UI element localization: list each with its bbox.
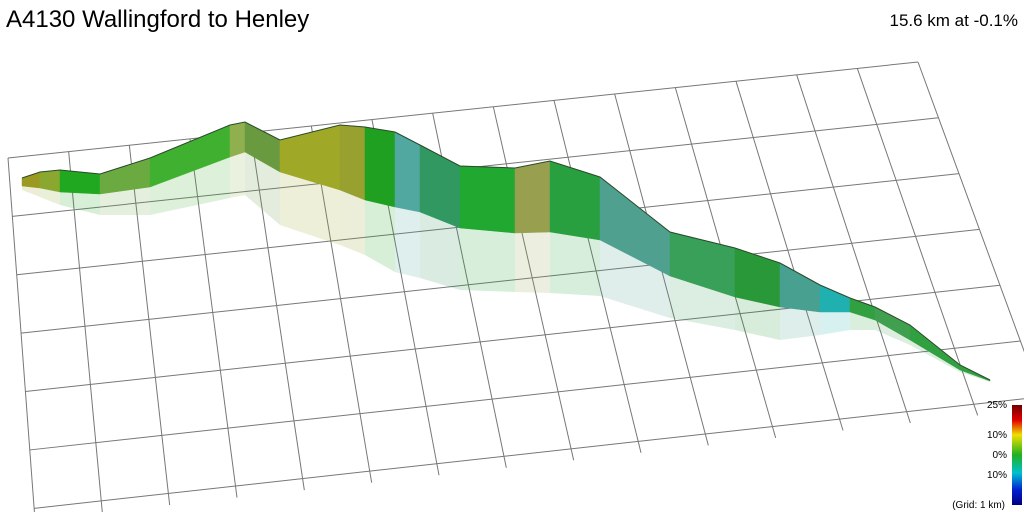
title: A4130 Wallingford to Henley [6, 6, 309, 33]
shadow-segment [780, 307, 820, 340]
grid-line [7, 157, 35, 512]
shadow-segment [40, 188, 60, 205]
shadow-segment [600, 240, 670, 318]
shadow-segment [820, 312, 850, 335]
ribbon-segment [339, 124, 366, 201]
ribbon-segment [394, 131, 421, 213]
shadow-segment [395, 207, 420, 278]
grid-line [553, 100, 642, 453]
ribbon-segment [229, 121, 246, 158]
grid-line [796, 74, 911, 424]
grid-line [21, 228, 980, 334]
gradient-scale [1012, 405, 1022, 505]
ribbon-segment [734, 247, 781, 308]
grid-line [189, 138, 238, 498]
shadow-segment [420, 212, 460, 290]
shadow-segment [280, 172, 340, 245]
shadow-segment [22, 186, 40, 197]
ribbon-edge [21, 121, 991, 381]
scale-label: 25% [987, 400, 1007, 411]
grid-line [492, 106, 575, 461]
route-ribbon [21, 121, 991, 382]
scale-label: 0% [993, 450, 1008, 461]
shadow-segment [230, 152, 245, 198]
summary: 15.6 km at -0.1% [889, 11, 1018, 30]
shadow-segment [460, 228, 515, 292]
grid-line [7, 61, 919, 159]
shadow-segment [340, 190, 365, 255]
shadow-segment [100, 187, 150, 215]
shadow-segment [150, 157, 230, 215]
shadow-segment [735, 297, 780, 340]
shadow-segment [515, 232, 550, 293]
ribbon-segment [21, 171, 41, 189]
grid-line [250, 132, 305, 491]
grid-line [68, 151, 103, 512]
grid-note: (Grid: 1 km) [952, 500, 1005, 511]
grid-line [128, 145, 171, 506]
route-shadow [22, 152, 990, 382]
ribbon-segment [514, 160, 551, 234]
grid-line [29, 340, 1021, 451]
ribbon-segment [459, 165, 516, 234]
shadow-segment [875, 320, 910, 345]
shadow-segment [365, 200, 395, 272]
grid-line [310, 125, 373, 483]
ribbon-segment [549, 160, 601, 241]
shadow-segment [550, 232, 600, 296]
scale-label: 10% [987, 430, 1007, 441]
ribbon-segment [39, 169, 61, 193]
ribbon-segment [819, 284, 851, 313]
shadow-segment [245, 152, 280, 225]
shadow-segment [910, 340, 960, 372]
shadow-segment [670, 276, 735, 330]
grid-line [856, 68, 979, 416]
grid-line [34, 398, 1024, 509]
scale-label: 10% [987, 470, 1007, 481]
ribbon-segment [779, 262, 821, 313]
ribbon-segment [364, 126, 396, 208]
grid-line [735, 81, 844, 431]
shadow-segment [850, 312, 875, 330]
shadow-segment [60, 192, 100, 215]
